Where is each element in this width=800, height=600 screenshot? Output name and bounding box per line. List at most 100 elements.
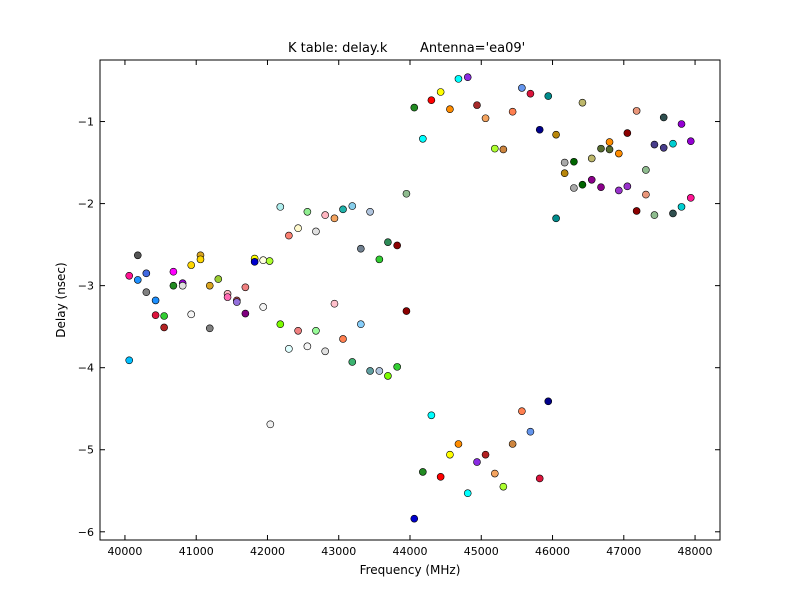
x-tick-label: 44000 — [393, 545, 428, 558]
y-tick-label: −3 — [78, 280, 94, 293]
data-point — [605, 145, 614, 154]
y-axis-label: Delay (nsec) — [54, 262, 68, 337]
data-point — [187, 310, 196, 319]
data-point — [508, 107, 517, 116]
data-point — [481, 450, 490, 459]
data-point — [436, 88, 445, 96]
y-tick-label: −5 — [78, 444, 94, 457]
data-point — [312, 227, 320, 236]
y-tick-label: −2 — [78, 198, 94, 211]
data-point — [615, 149, 623, 158]
x-tick-label: 47000 — [606, 545, 641, 558]
data-point — [384, 238, 392, 246]
data-point — [677, 203, 686, 211]
data-point — [570, 157, 578, 166]
data-point — [241, 283, 250, 292]
data-point — [473, 101, 481, 109]
data-point — [587, 175, 596, 184]
data-point — [560, 169, 569, 178]
data-point — [330, 299, 339, 308]
data-point — [535, 125, 544, 134]
y-tick-label: −1 — [78, 116, 94, 129]
data-point — [499, 145, 508, 154]
data-point — [446, 105, 454, 114]
x-tick-label: 43000 — [321, 545, 356, 558]
x-tick-label: 41000 — [179, 545, 214, 558]
data-point — [142, 269, 151, 278]
data-point — [686, 194, 695, 202]
plot-area: 40000 41000 42000 43000 44000 45000 46000 47000… — [78, 59, 721, 558]
data-point — [597, 183, 605, 191]
data-point — [410, 103, 419, 112]
data-point — [436, 473, 445, 481]
x-tick-label: 40000 — [107, 545, 142, 558]
data-point — [178, 281, 187, 290]
data-point — [339, 335, 347, 343]
data-point — [196, 255, 205, 264]
data-point — [578, 180, 587, 189]
data-point — [570, 184, 578, 192]
data-point — [160, 323, 168, 332]
x-axis-label: Frequency (MHz) — [360, 563, 461, 577]
data-point — [259, 256, 267, 265]
data-point — [187, 261, 196, 269]
chart-title: K table: delay.k — [288, 41, 388, 56]
data-point — [169, 281, 178, 290]
data-point — [419, 134, 427, 143]
data-point — [142, 288, 151, 297]
data-point — [632, 107, 641, 115]
data-point — [151, 296, 160, 305]
data-point — [481, 114, 490, 123]
data-point — [518, 84, 526, 92]
data-point — [597, 144, 605, 153]
data-point — [303, 207, 312, 216]
data-point — [312, 326, 320, 335]
data-point — [160, 312, 168, 320]
data-point — [133, 276, 142, 284]
data-point — [285, 231, 293, 240]
data-point — [578, 98, 587, 107]
data-point — [339, 205, 347, 214]
data-point — [250, 258, 259, 266]
data-point — [526, 427, 535, 436]
data-point — [615, 186, 623, 195]
data-point — [642, 166, 650, 174]
data-point — [294, 224, 302, 233]
data-point — [266, 420, 275, 429]
data-point — [491, 144, 499, 153]
data-point — [265, 257, 274, 265]
y-tick-label: −4 — [78, 362, 94, 375]
data-point — [294, 326, 302, 335]
data-point — [446, 450, 454, 459]
data-point — [535, 474, 544, 483]
data-point — [205, 281, 214, 290]
data-point — [544, 397, 553, 406]
data-point — [526, 89, 535, 98]
data-point — [632, 207, 641, 215]
data-point — [303, 342, 312, 351]
x-tick-label: 46000 — [535, 545, 570, 558]
data-point — [223, 293, 232, 301]
x-tick-label: 42000 — [250, 545, 285, 558]
data-point — [659, 113, 668, 122]
data-point — [605, 138, 614, 146]
data-point — [276, 203, 285, 211]
data-point — [463, 73, 472, 82]
data-point — [393, 241, 401, 250]
data-point — [375, 367, 384, 375]
data-point — [473, 458, 481, 466]
data-point — [410, 514, 419, 523]
data-point — [669, 139, 677, 148]
data-point — [552, 130, 560, 139]
data-point — [669, 209, 677, 218]
data-point — [169, 267, 178, 276]
data-point — [686, 137, 695, 146]
data-point — [402, 307, 411, 315]
y-tick-label: −6 — [78, 526, 94, 539]
data-point — [366, 207, 374, 216]
data-point — [375, 255, 384, 264]
data-point — [427, 96, 436, 105]
data-point — [321, 347, 329, 356]
data-point — [259, 303, 267, 311]
x-tick-label: 48000 — [678, 545, 713, 558]
